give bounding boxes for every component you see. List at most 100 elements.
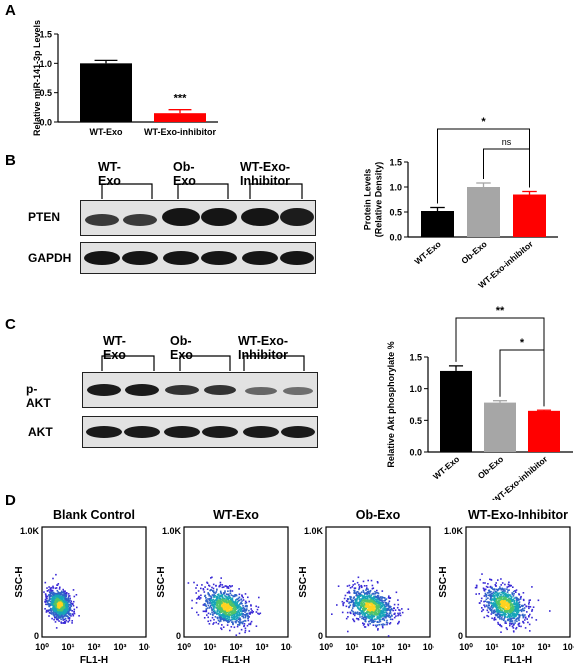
chart-a-bar-wt-exo — [80, 63, 132, 122]
chart-b-bar-wt-exo — [421, 211, 454, 237]
chart-c-bracket-2 — [499, 349, 545, 407]
flow-density-scatter — [474, 573, 551, 633]
flow-xtick-label: 10³ — [255, 642, 268, 652]
flow-xtick-label: 10¹ — [61, 642, 74, 652]
chart-c-y-axis-label: Relative Akt phosphorylate % — [386, 341, 396, 467]
panel-label-a: A — [5, 2, 16, 19]
flow-y-label: SSC-H — [14, 566, 25, 597]
chart-a-ytick-label: 1.0 — [39, 59, 52, 69]
chart-c-bracket-label-2: * — [520, 337, 525, 349]
flow-x-label: FL1-H — [504, 655, 532, 665]
chart-c-bracket-label-1: ** — [496, 305, 505, 317]
chart-a-ytick-label: 0.5 — [39, 88, 52, 98]
chart-c-ytick-label: 0.0 — [409, 448, 422, 458]
chart-b-ytick-label: 1.0 — [389, 183, 402, 193]
blot-c-row-akt: AKT — [28, 425, 53, 439]
chart-c-ytick-label: 1.0 — [409, 384, 422, 394]
panel-label-b: B — [5, 152, 16, 169]
flow-ytick-bottom: 0 — [318, 631, 323, 641]
flow-y-label: SSC-H — [298, 566, 309, 597]
flow-xtick-label: 10⁰ — [35, 642, 49, 652]
blot-c-p-akt-membrane — [82, 372, 318, 408]
chart-c-bar-ob-exo — [484, 402, 516, 452]
chart-b-bar-ob-exo — [467, 187, 500, 237]
chart-b-ytick-label: 0.0 — [389, 233, 402, 243]
flow-xtick-label: 10⁴ — [423, 642, 434, 652]
flow-density-scatter — [187, 576, 262, 636]
chart-c-xtick-label-wt-exo: WT-Exo — [431, 454, 461, 482]
chart-c-bar-wt-exo-inhibitor — [528, 410, 560, 452]
panel-label-d: D — [5, 492, 16, 509]
flow-ytick-bottom: 0 — [458, 631, 463, 641]
flow-title: WT-Exo-Inhibitor — [468, 508, 568, 522]
blot-c-group-wt-exo-inhibitor: WT-Exo-Inhibitor — [238, 334, 288, 362]
chart-b-bracket-label-2: ns — [502, 137, 512, 147]
flow-ytick-top: 1.0K — [20, 526, 40, 536]
blot-b-pten-membrane — [80, 200, 316, 236]
chart-akt-phosphorylation: 0.0 0.5 1.0 1.5 Relative Akt phosphorylate %… — [386, 305, 573, 500]
chart-a-significance: *** — [174, 93, 188, 105]
blot-c-group-brackets — [101, 355, 305, 371]
flow-xtick-label: 10⁰ — [459, 642, 473, 652]
flow-y-label: SSC-H — [438, 566, 449, 597]
flow-xtick-label: 10² — [371, 642, 384, 652]
chart-a-ytick-label: 1.5 — [39, 30, 52, 40]
flow-xtick-label: 10¹ — [345, 642, 358, 652]
chart-b-xtick-label-wt-exo: WT-Exo — [412, 239, 442, 267]
flow-xtick-label: 10³ — [537, 642, 550, 652]
flow-plot-blank-control: Blank Control 1.0K 0 SSC-H 10⁰ 10¹ 10² 10³ 10⁴ FL… — [14, 508, 150, 665]
flow-ytick-top: 1.0K — [304, 526, 324, 536]
flow-title: Ob-Exo — [356, 508, 401, 522]
panel-label-c: C — [5, 316, 16, 333]
blot-b-row-pten: PTEN — [28, 210, 61, 224]
chart-a-bar-wt-exo-inhibitor — [154, 113, 206, 122]
chart-a-xtick-label-wt-exo-inhibitor: WT-Exo-inhibitor — [144, 127, 216, 137]
chart-b-xtick-label-ob-exo: Ob-Exo — [459, 239, 489, 266]
flow-xtick-label: 10⁴ — [139, 642, 150, 652]
flow-title: Blank Control — [53, 508, 135, 522]
flow-xtick-label: 10¹ — [485, 642, 498, 652]
flow-density-scatter — [331, 576, 410, 637]
blot-b-group-brackets — [101, 183, 303, 199]
chart-b-ytick-label: 1.5 — [389, 158, 402, 168]
blot-c-group-ob-exo: Ob-Exo — [170, 334, 193, 362]
chart-b-bar-wt-exo-inhibitor — [513, 194, 546, 237]
flow-y-label: SSC-H — [156, 566, 167, 597]
flow-plot-frame — [465, 526, 571, 638]
blot-c-group-wt-exo: WT-Exo — [103, 334, 126, 362]
chart-protein-levels: 0.0 0.5 1.0 1.5 Protein Levels(Relative Dens… — [363, 116, 558, 290]
chart-a-y-axis-label: Relative miR-141-3p Levels — [32, 20, 42, 136]
chart-a-xtick-label-wt-exo: WT-Exo — [90, 127, 124, 137]
flow-xtick-label: 10² — [229, 642, 242, 652]
flow-title: WT-Exo — [213, 508, 259, 522]
chart-b-ytick-label: 0.5 — [389, 208, 402, 218]
flow-ytick-top: 1.0K — [444, 526, 464, 536]
flow-ytick-bottom: 0 — [176, 631, 181, 641]
chart-a-ytick-label: 0.0 — [39, 118, 52, 128]
flow-plot-wt-exo: WT-Exo 1.0K 0 SSC-H 10⁰ 10¹ 10² 10³ 10⁴ FL1-H — [156, 508, 292, 665]
flow-plot-wt-exo-inhibitor: WT-Exo-Inhibitor 1.0K 0 SSC-H 10⁰ 10¹ 10² 10³ 10… — [438, 508, 574, 665]
flow-xtick-label: 10³ — [113, 642, 126, 652]
blot-b-row-gapdh: GAPDH — [28, 251, 72, 265]
flow-xtick-label: 10³ — [397, 642, 410, 652]
flow-density-scatter — [43, 573, 80, 629]
chart-b-bracket-label-1: * — [481, 116, 486, 128]
blot-c-akt-membrane — [82, 416, 318, 448]
flow-xtick-label: 10⁴ — [281, 642, 292, 652]
flow-x-label: FL1-H — [222, 655, 250, 665]
blot-b-gapdh-membrane — [80, 242, 316, 274]
flow-xtick-label: 10¹ — [203, 642, 216, 652]
flow-x-label: FL1-H — [80, 655, 108, 665]
chart-c-bar-wt-exo — [440, 370, 472, 452]
flow-ytick-top: 1.0K — [162, 526, 182, 536]
chart-c-ytick-label: 1.5 — [409, 353, 422, 363]
flow-x-label: FL1-H — [364, 655, 392, 665]
flow-xtick-label: 10² — [511, 642, 524, 652]
chart-b-y-axis-label: Protein Levels(Relative Density) — [363, 162, 384, 238]
chart-c-ytick-label: 0.5 — [409, 416, 422, 426]
flow-xtick-label: 10⁰ — [319, 642, 333, 652]
chart-c-xtick-label-ob-exo: Ob-Exo — [476, 454, 506, 481]
flow-plot-ob-exo: Ob-Exo 1.0K 0 SSC-H 10⁰ 10¹ 10² 10³ 10⁴ FL1-H — [298, 508, 434, 665]
blot-c-row-p-akt: p-AKT — [26, 382, 51, 410]
